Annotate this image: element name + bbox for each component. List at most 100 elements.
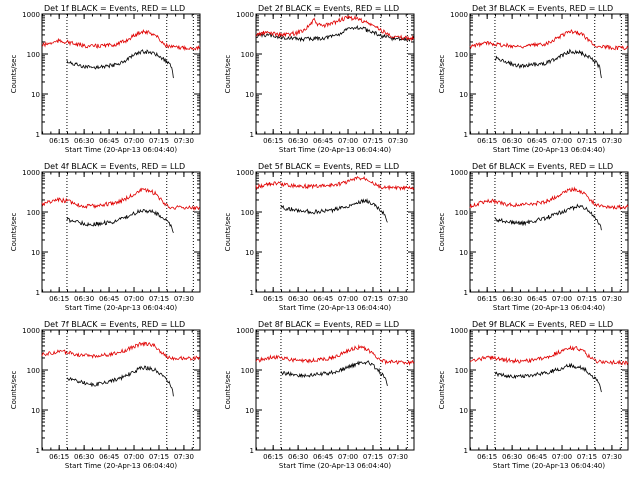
y-tick-label: 1 <box>250 131 254 139</box>
x-tick-label: 06:15 <box>49 137 69 145</box>
panel-det-1: Det 1f BLACK = Events, RED = LLD 1 10 100 10… <box>10 4 201 154</box>
lld-series-line <box>41 187 201 212</box>
x-axis-label: Start Time (20-Apr-13 06:04:40) <box>279 304 391 312</box>
y-axis-label: Counts/sec <box>438 55 446 94</box>
y-tick-label: 1000 <box>22 11 40 19</box>
x-tick-label: 07:00 <box>338 453 358 461</box>
y-tick-label: 1 <box>464 289 468 297</box>
y-tick-label: 1000 <box>450 11 468 19</box>
x-tick-label: 07:30 <box>174 453 194 461</box>
panel-title: Det 3f BLACK = Events, RED = LLD <box>472 4 613 13</box>
x-tick-label: 07:30 <box>602 137 622 145</box>
x-tick-label: 07:15 <box>363 453 383 461</box>
x-tick-label: 06:15 <box>49 453 69 461</box>
lld-series-line <box>255 344 415 366</box>
x-tick-label: 06:30 <box>74 295 94 303</box>
y-tick-label: 100 <box>455 209 468 217</box>
plot-frame <box>255 329 415 451</box>
x-tick-label: 06:45 <box>99 295 119 303</box>
x-tick-label: 07:30 <box>174 295 194 303</box>
x-tick-label: 06:15 <box>263 295 283 303</box>
y-tick-label: 10 <box>31 249 40 257</box>
y-tick-label: 10 <box>245 407 254 415</box>
x-tick-label: 06:45 <box>527 137 547 145</box>
plot-frame <box>41 329 201 451</box>
x-tick-label: 06:15 <box>477 453 497 461</box>
events-series-line <box>280 360 388 386</box>
x-tick-label: 06:30 <box>288 295 308 303</box>
panel-det-6: Det 6f BLACK = Events, RED = LLD 1 10 100 10… <box>438 162 629 312</box>
y-tick-label: 1 <box>36 289 40 297</box>
y-tick-label: 1 <box>250 447 254 455</box>
x-tick-label: 06:45 <box>313 295 333 303</box>
events-series-line <box>494 362 602 393</box>
lld-series-line <box>41 29 201 52</box>
plot-frame <box>41 13 201 135</box>
panel-det-4: Det 4f BLACK = Events, RED = LLD 1 10 100 10… <box>10 162 201 312</box>
lld-series-line <box>469 345 629 366</box>
panel-det-8: Det 8f BLACK = Events, RED = LLD 1 10 100 10… <box>224 320 415 470</box>
x-tick-label: 07:30 <box>602 295 622 303</box>
events-series-line <box>66 49 174 79</box>
x-tick-label: 06:45 <box>527 295 547 303</box>
x-axis-label: Start Time (20-Apr-13 06:04:40) <box>279 146 391 154</box>
panel-title: Det 1f BLACK = Events, RED = LLD <box>44 4 185 13</box>
x-axis-label: Start Time (20-Apr-13 06:04:40) <box>65 304 177 312</box>
y-tick-label: 10 <box>31 91 40 99</box>
x-tick-label: 07:00 <box>124 295 144 303</box>
x-tick-label: 06:30 <box>288 137 308 145</box>
y-tick-label: 1 <box>250 289 254 297</box>
x-tick-label: 06:45 <box>313 137 333 145</box>
y-tick-label: 1000 <box>236 169 254 177</box>
x-tick-label: 06:30 <box>74 453 94 461</box>
panel-title: Det 2f BLACK = Events, RED = LLD <box>258 4 399 13</box>
x-tick-label: 07:00 <box>552 295 572 303</box>
y-axis-label: Counts/sec <box>438 213 446 252</box>
x-tick-label: 07:15 <box>577 453 597 461</box>
plot-frame <box>469 171 629 293</box>
y-tick-label: 100 <box>241 51 254 59</box>
panel-title: Det 4f BLACK = Events, RED = LLD <box>44 162 185 171</box>
events-series-line <box>66 208 174 234</box>
x-tick-label: 06:45 <box>99 453 119 461</box>
x-tick-label: 07:00 <box>552 453 572 461</box>
x-tick-label: 07:15 <box>363 137 383 145</box>
lld-series-line <box>469 28 629 51</box>
x-tick-label: 06:30 <box>502 295 522 303</box>
panel-det-2: Det 2f BLACK = Events, RED = LLD 1 10 100 10… <box>224 4 415 154</box>
x-tick-label: 06:15 <box>477 295 497 303</box>
events-series-line <box>494 203 602 231</box>
panel-title: Det 7f BLACK = Events, RED = LLD <box>44 320 185 329</box>
lld-series-line <box>469 186 629 211</box>
x-tick-label: 07:00 <box>124 137 144 145</box>
y-tick-label: 1000 <box>236 11 254 19</box>
y-tick-label: 10 <box>245 91 254 99</box>
y-axis-label: Counts/sec <box>224 213 232 252</box>
events-series-line <box>494 48 602 79</box>
x-tick-label: 06:15 <box>263 137 283 145</box>
y-axis-label: Counts/sec <box>224 55 232 94</box>
y-tick-label: 100 <box>241 209 254 217</box>
panel-det-5: Det 5f BLACK = Events, RED = LLD 1 10 100 10… <box>224 162 415 312</box>
panel-title: Det 6f BLACK = Events, RED = LLD <box>472 162 613 171</box>
x-tick-label: 06:15 <box>263 453 283 461</box>
x-tick-label: 06:30 <box>502 453 522 461</box>
x-tick-label: 06:15 <box>477 137 497 145</box>
y-tick-label: 100 <box>455 51 468 59</box>
lld-series-line <box>41 341 201 361</box>
lld-series-line <box>255 175 415 191</box>
y-tick-label: 1000 <box>450 327 468 335</box>
panel-title: Det 5f BLACK = Events, RED = LLD <box>258 162 399 171</box>
panel-det-7: Det 7f BLACK = Events, RED = LLD 1 10 100 10… <box>10 320 201 470</box>
x-tick-label: 07:00 <box>552 137 572 145</box>
y-tick-label: 1 <box>36 131 40 139</box>
x-tick-label: 07:00 <box>338 295 358 303</box>
x-axis-label: Start Time (20-Apr-13 06:04:40) <box>493 146 605 154</box>
x-axis-label: Start Time (20-Apr-13 06:04:40) <box>65 462 177 470</box>
events-series-line <box>255 24 415 43</box>
x-tick-label: 06:45 <box>527 453 547 461</box>
x-tick-label: 06:45 <box>313 453 333 461</box>
x-axis-label: Start Time (20-Apr-13 06:04:40) <box>279 462 391 470</box>
y-tick-label: 100 <box>27 209 40 217</box>
